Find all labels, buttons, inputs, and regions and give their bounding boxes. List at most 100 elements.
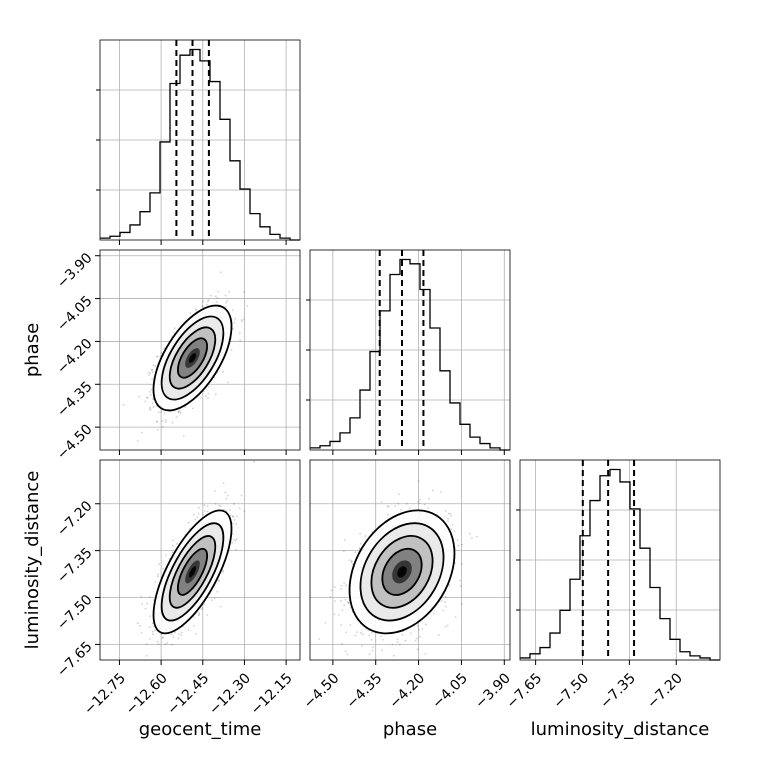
sample-point xyxy=(343,539,346,541)
sample-point xyxy=(444,510,447,512)
sample-point xyxy=(150,394,152,396)
sample-point xyxy=(396,638,399,640)
sample-point xyxy=(417,501,419,503)
sample-point xyxy=(225,497,228,500)
sample-point xyxy=(207,299,210,302)
sample-point xyxy=(207,397,210,400)
histogram-luminosity_distance xyxy=(520,468,720,661)
panel-frame xyxy=(309,249,511,451)
sample-point xyxy=(415,637,418,640)
sample-point xyxy=(432,612,435,615)
sample-point xyxy=(164,419,167,421)
sample-point xyxy=(194,308,197,311)
sample-point xyxy=(346,601,349,604)
contour-line-3 xyxy=(381,547,423,596)
sample-point xyxy=(207,385,210,388)
sample-point xyxy=(207,392,210,395)
sample-point xyxy=(449,513,452,515)
sample-point xyxy=(348,559,351,561)
sample-point xyxy=(381,649,383,652)
sample-point xyxy=(242,291,245,293)
sample-point xyxy=(408,507,411,510)
ytick-label: −7.50 xyxy=(54,592,96,634)
sample-point xyxy=(146,397,149,399)
sample-point xyxy=(233,502,235,505)
sample-point xyxy=(417,628,420,631)
sample-point xyxy=(345,584,347,587)
sample-point xyxy=(453,530,456,533)
sample-point xyxy=(318,638,321,640)
sample-point xyxy=(148,596,151,598)
sample-point xyxy=(160,411,163,413)
sample-point xyxy=(202,306,204,308)
sample-point xyxy=(361,645,363,647)
sample-point xyxy=(394,505,397,507)
contour-line-2 xyxy=(168,535,217,609)
sample-point xyxy=(446,624,449,627)
sample-point xyxy=(175,543,178,545)
sample-point xyxy=(147,371,150,374)
sample-point xyxy=(371,649,374,652)
sample-point xyxy=(201,300,204,302)
scatter-group-luminosity_distance_vs_geocent_time xyxy=(136,460,256,657)
sample-point xyxy=(346,653,349,656)
sample-point xyxy=(162,636,164,639)
sample-point xyxy=(442,609,445,612)
xtick-label: −4.50 xyxy=(301,670,343,712)
sample-point xyxy=(360,631,362,634)
sample-point xyxy=(226,299,229,302)
sample-point xyxy=(197,614,200,617)
xtick-label: −12.75 xyxy=(81,670,129,718)
sample-point xyxy=(180,631,183,634)
sample-point xyxy=(145,654,148,657)
sample-point xyxy=(225,301,227,304)
sample-point xyxy=(136,440,139,442)
sample-point xyxy=(400,509,402,511)
xtick-label: −4.20 xyxy=(387,670,429,712)
sample-point xyxy=(201,607,204,609)
sample-point xyxy=(345,631,348,634)
sample-point xyxy=(424,623,427,626)
sample-point xyxy=(180,634,183,636)
sample-point xyxy=(448,512,450,515)
sample-point xyxy=(203,510,206,512)
panel-frame xyxy=(99,39,301,241)
sample-point xyxy=(227,494,229,497)
sample-point xyxy=(140,632,143,634)
sample-point xyxy=(156,420,158,423)
sample-point xyxy=(197,512,200,515)
sample-point xyxy=(152,406,155,409)
sample-point xyxy=(417,480,420,483)
sample-point xyxy=(450,528,452,530)
sample-point xyxy=(343,604,345,607)
sample-point xyxy=(361,633,364,636)
sample-point xyxy=(156,428,159,431)
histogram-geocent_time xyxy=(100,48,300,241)
sample-point xyxy=(198,613,201,616)
sample-point xyxy=(144,400,147,403)
sample-point xyxy=(440,600,443,602)
sample-point xyxy=(225,510,228,512)
sample-point xyxy=(155,355,158,358)
sample-point xyxy=(187,521,190,524)
sample-point xyxy=(418,502,421,505)
sample-point xyxy=(340,584,343,587)
sample-point xyxy=(428,497,430,500)
sample-point xyxy=(146,602,149,605)
sample-point xyxy=(151,397,154,400)
sample-point xyxy=(187,629,190,631)
sample-point xyxy=(196,516,199,519)
sample-point xyxy=(231,515,234,518)
panel-frame xyxy=(99,249,301,451)
sample-point xyxy=(340,588,342,590)
sample-point xyxy=(233,538,236,541)
sample-point xyxy=(201,305,204,307)
sample-point xyxy=(343,582,345,584)
sample-point xyxy=(354,634,357,637)
sample-point xyxy=(154,581,157,583)
ytick-label: −4.50 xyxy=(54,421,96,463)
sample-point xyxy=(152,364,155,367)
ytick-label: −3.90 xyxy=(54,250,96,292)
sample-point xyxy=(234,548,237,551)
density-level-5 xyxy=(188,353,197,363)
